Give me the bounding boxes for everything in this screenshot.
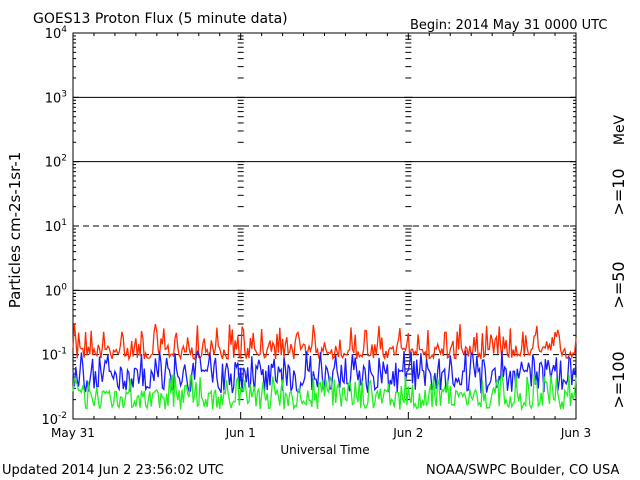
series-line-ge50 <box>72 349 577 394</box>
plot-area: 104 103 102 101 100 10-1 1 0 -2 May 31 Jun 1 Jun 2… <box>41 25 591 440</box>
y-tick-label: 103 <box>45 89 67 106</box>
y-tick-label: 10-1 <box>41 347 67 364</box>
x-tick-labels: May 31 Jun 1 Jun 2 Jun 3 <box>51 426 591 440</box>
legend-ge50-label: >=50 <box>609 261 628 308</box>
y-tick-label: 101 <box>45 218 67 235</box>
y-axis-label: Particles cm-2s-1sr-1 <box>6 152 24 309</box>
y-tick-exponent: 4 <box>61 25 67 35</box>
x-tick-label: Jun 2 <box>392 426 423 440</box>
series-line-ge10 <box>72 323 577 362</box>
y-tick-exponent: -2 <box>58 411 67 421</box>
legend-ge10-label: >=10 <box>609 168 628 215</box>
y-tick-exponent: 2 <box>61 154 67 164</box>
updated-timestamp: Updated 2014 Jun 2 23:56:02 UTC <box>2 463 224 478</box>
y-tick-exponent: 0 <box>61 282 67 292</box>
x-axis-label: Universal Time <box>280 443 369 457</box>
x-tick-label: Jun 3 <box>560 426 591 440</box>
y-tick-labels: 104 103 102 101 100 10-1 1 0 -2 <box>41 25 67 428</box>
decade-lines <box>73 32 576 420</box>
y-tick-exponent: 3 <box>61 89 67 99</box>
begin-time-label: Begin: 2014 May 31 0000 UTC <box>410 18 607 33</box>
y-tick-exponent: -1 <box>58 347 67 357</box>
x-tick-label: May 31 <box>51 426 95 440</box>
legend-ge100-label: >=100 <box>609 351 628 408</box>
series-layer <box>72 323 577 412</box>
y-tick-label: 102 <box>45 154 67 171</box>
unit-label: MeV <box>612 114 628 145</box>
y-tick-exponent: 1 <box>61 218 67 228</box>
x-tick-label: Jun 1 <box>225 426 256 440</box>
series-line-ge100 <box>72 374 577 412</box>
y-tick-label: 100 <box>45 282 68 299</box>
y-tick-label: 104 <box>45 25 68 42</box>
chart-title: GOES13 Proton Flux (5 minute data) <box>33 11 288 27</box>
source-label: NOAA/SWPC Boulder, CO USA <box>426 463 619 478</box>
